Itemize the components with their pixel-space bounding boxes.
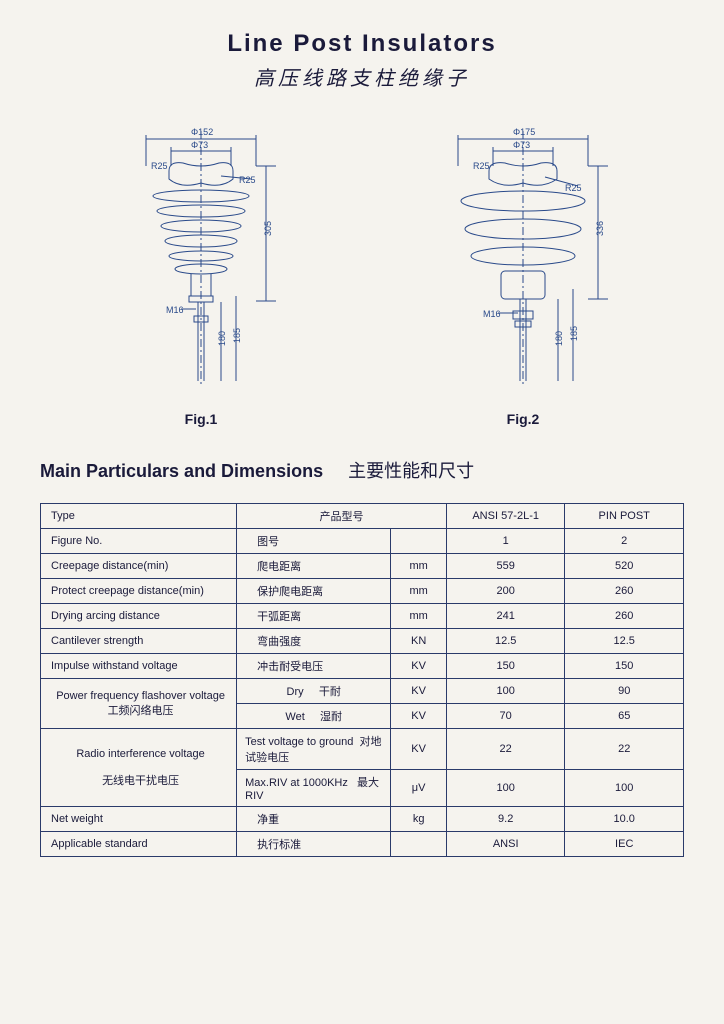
pf-label: Power frequency flashover voltage 工频闪络电压: [41, 679, 237, 729]
svg-text:R25: R25: [473, 161, 490, 171]
figures-row: Φ152 Φ73 R25 R25: [40, 121, 684, 427]
svg-text:185: 185: [569, 326, 579, 341]
svg-text:M16: M16: [483, 309, 501, 319]
table-row: Applicable standard执行标准ANSIIEC: [41, 832, 684, 857]
section-cn: 主要性能和尺寸: [348, 461, 474, 481]
table-row: Protect creepage distance(min)保护爬电距离mm20…: [41, 579, 684, 604]
svg-text:185: 185: [232, 328, 242, 343]
fig1-caption: Fig.1: [91, 411, 311, 427]
svg-text:180: 180: [217, 331, 227, 346]
svg-text:R25: R25: [151, 161, 168, 171]
svg-text:305: 305: [263, 221, 273, 236]
header-col1: ANSI 57-2L-1: [446, 504, 565, 529]
section-en: Main Particulars and Dimensions: [40, 461, 323, 481]
spec-table: Type 产品型号 ANSI 57-2L-1 PIN POST Figure N…: [40, 503, 684, 857]
svg-text:Φ175: Φ175: [513, 127, 535, 137]
table-row: Net weight净重kg9.210.0: [41, 807, 684, 832]
svg-text:Φ73: Φ73: [513, 140, 530, 150]
riv-label: Radio interference voltage 无线电干扰电压: [41, 729, 237, 807]
figure-2: Φ175 Φ73 R25 R25: [413, 121, 633, 427]
table-row: Figure No.图号12: [41, 529, 684, 554]
svg-text:M16: M16: [166, 305, 184, 315]
fig2-caption: Fig.2: [413, 411, 633, 427]
title-english: Line Post Insulators: [40, 30, 684, 58]
figure-1: Φ152 Φ73 R25 R25: [91, 121, 311, 427]
svg-text:R25: R25: [239, 175, 256, 185]
svg-text:Φ152: Φ152: [191, 127, 213, 137]
table-row: Cantilever strength弯曲强度KN12.512.5: [41, 629, 684, 654]
fig1-diagram: Φ152 Φ73 R25 R25: [91, 121, 311, 401]
section-header: Main Particulars and Dimensions 主要性能和尺寸: [40, 457, 684, 483]
svg-text:Φ73: Φ73: [191, 140, 208, 150]
svg-text:180: 180: [554, 331, 564, 346]
title-block: Line Post Insulators 高压线路支柱绝缘子: [40, 30, 684, 91]
fig2-diagram: Φ175 Φ73 R25 R25: [413, 121, 633, 401]
svg-text:336: 336: [595, 221, 605, 236]
table-row: Impulse withstand voltage冲击耐受电压KV150150: [41, 654, 684, 679]
table-row-riv-tv: Radio interference voltage 无线电干扰电压 Test …: [41, 729, 684, 770]
table-header-row: Type 产品型号 ANSI 57-2L-1 PIN POST: [41, 504, 684, 529]
table-row: Creepage distance(min)爬电距离mm559520: [41, 554, 684, 579]
header-type-cn: 产品型号: [237, 504, 447, 529]
header-type-en: Type: [41, 504, 237, 529]
table-row: Drying arcing distance干弧距离mm241260: [41, 604, 684, 629]
header-col2: PIN POST: [565, 504, 684, 529]
table-row-pf-dry: Power frequency flashover voltage 工频闪络电压…: [41, 679, 684, 704]
title-chinese: 高压线路支柱绝缘子: [40, 62, 684, 91]
